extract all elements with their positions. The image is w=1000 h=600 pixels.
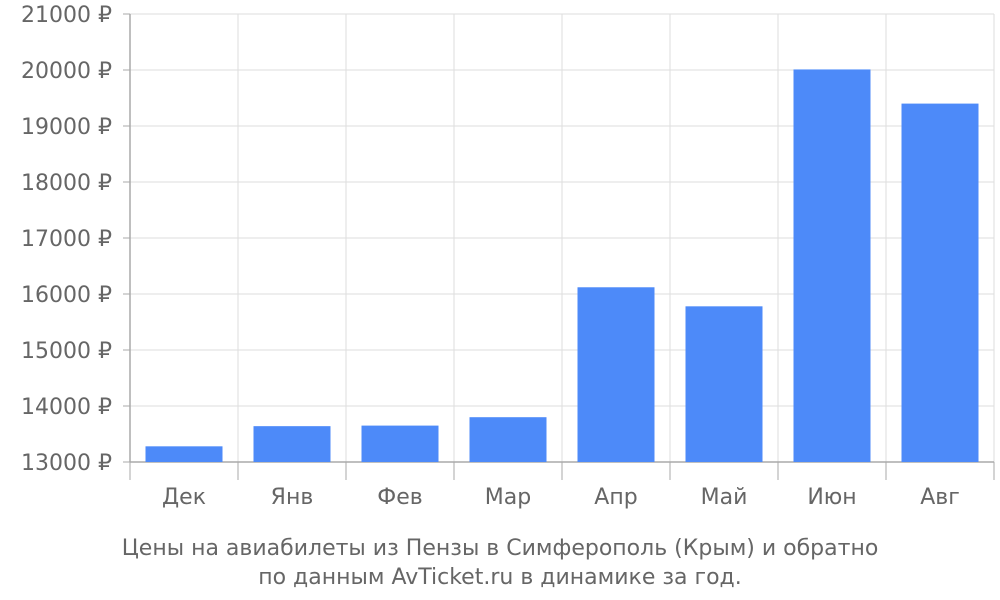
grid [129, 13, 995, 463]
y-axis-ticks: 13000 ₽ 14000 ₽ 15000 ₽ 16000 ₽ 17000 ₽ 18000… [21, 3, 112, 476]
bar [469, 417, 547, 462]
x-tick-label: Фев [377, 485, 422, 510]
bar [685, 306, 763, 462]
y-tick-label: 18000 ₽ [21, 171, 112, 196]
bar [901, 103, 979, 462]
chart-caption-line-1: Цены на авиабилеты из Пензы в Симферопол… [122, 536, 879, 561]
bar [793, 69, 871, 462]
y-tick-label: 17000 ₽ [21, 227, 112, 252]
bars [145, 69, 979, 462]
x-tick-label: Мар [485, 485, 531, 510]
x-tick-label: Дек [162, 485, 206, 510]
y-tick-label: 20000 ₽ [21, 59, 112, 84]
y-tick-label: 14000 ₽ [21, 395, 112, 420]
y-tick-label: 15000 ₽ [21, 339, 112, 364]
y-tick-label: 13000 ₽ [21, 451, 112, 476]
bar [361, 425, 439, 462]
x-tick-label: Июн [807, 485, 856, 510]
x-tick-label: Май [701, 485, 748, 510]
bar [145, 446, 223, 462]
x-tick-label: Апр [594, 485, 637, 510]
y-tick-label: 19000 ₽ [21, 115, 112, 140]
bar [253, 426, 331, 462]
x-tick-label: Янв [271, 485, 314, 510]
y-tick-label: 21000 ₽ [21, 3, 112, 28]
chart-caption-line-2: по данным AvTicket.ru в динамике за год. [258, 565, 742, 590]
x-axis-ticks: Дек Янв Фев Мар Апр Май Июн Авг [162, 485, 960, 510]
y-tick-label: 16000 ₽ [21, 283, 112, 308]
bar [577, 287, 655, 462]
x-tick-label: Авг [920, 485, 960, 510]
